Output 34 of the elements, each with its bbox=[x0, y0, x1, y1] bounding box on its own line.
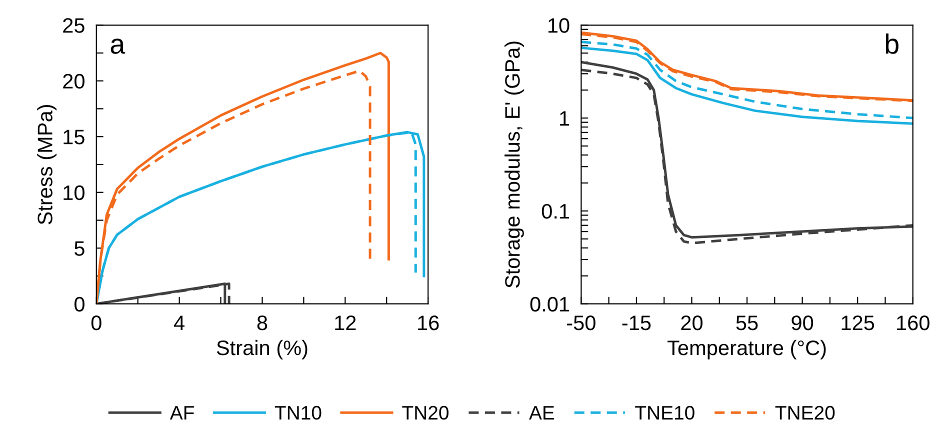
y-tick-label: 25 bbox=[63, 18, 84, 33]
annotation: b bbox=[886, 34, 898, 54]
x-tick-label: 55 bbox=[736, 316, 758, 330]
x-tick-label: -50 bbox=[567, 316, 596, 330]
annotation: a bbox=[110, 38, 126, 54]
x-tick-label: 90 bbox=[792, 316, 814, 330]
y-tick-label: 0.01 bbox=[530, 296, 570, 312]
y-axis-title: Stress (MPa) bbox=[37, 105, 57, 224]
x-tick-label: 0 bbox=[91, 316, 102, 330]
legend-label: TNE20 bbox=[775, 406, 835, 420]
legend-label: AE bbox=[529, 406, 554, 420]
x-tick-label: 16 bbox=[418, 316, 439, 330]
y-tick-label: 0 bbox=[74, 296, 84, 312]
x-tick-label: -15 bbox=[622, 316, 651, 330]
x-tick-label: 160 bbox=[897, 316, 930, 330]
x-tick-label: 125 bbox=[842, 316, 874, 330]
x-tick-label: 20 bbox=[681, 316, 703, 330]
legend-label: AF bbox=[170, 406, 194, 420]
x-tick-label: 4 bbox=[174, 316, 184, 330]
y-tick-label: 0.1 bbox=[542, 204, 570, 219]
legend-label: TN20 bbox=[402, 406, 449, 420]
x-tick-label: 12 bbox=[335, 316, 356, 330]
legend-label: TNE10 bbox=[635, 406, 694, 420]
x-axis-title: Temperature (°C) bbox=[668, 340, 826, 360]
y-tick-label: 10 bbox=[548, 18, 570, 33]
y-tick-label: 1 bbox=[560, 111, 570, 126]
y-tick-label: 15 bbox=[64, 130, 84, 144]
legend-label: TN10 bbox=[274, 406, 322, 420]
y-tick-label: 10 bbox=[64, 185, 84, 200]
x-tick-label: 8 bbox=[257, 316, 268, 330]
y-axis-title: Storage modulus, E' (GPa) bbox=[504, 42, 524, 288]
x-axis-title: Strain (%) bbox=[216, 340, 308, 360]
y-tick-label: 5 bbox=[74, 241, 84, 256]
y-tick-label: 20 bbox=[63, 74, 84, 89]
